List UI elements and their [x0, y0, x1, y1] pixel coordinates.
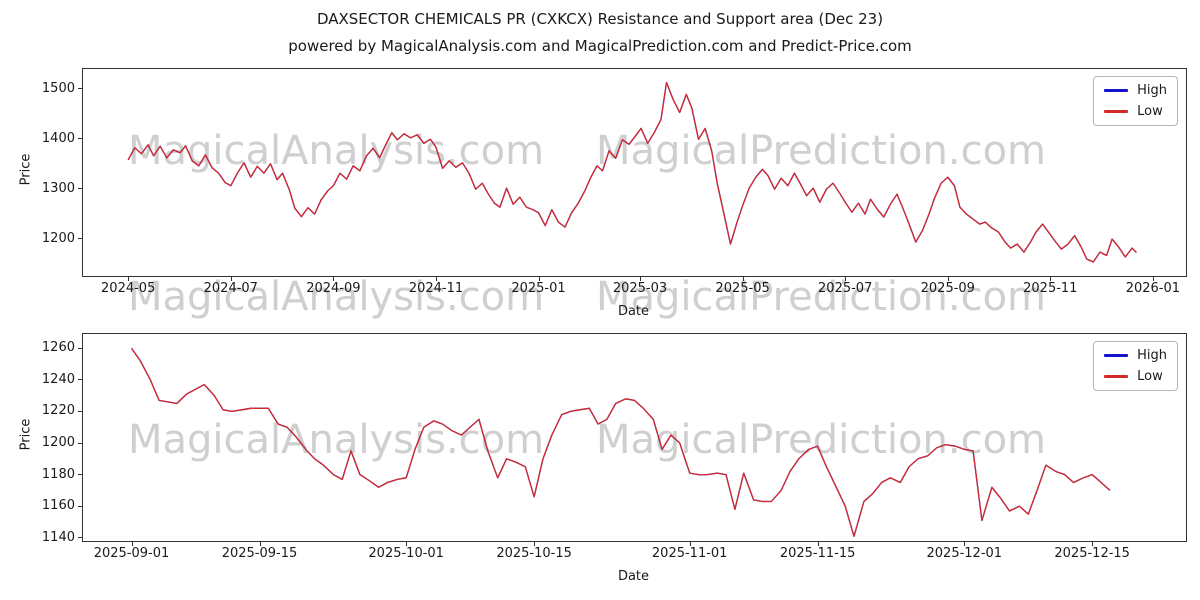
x-tick-mark — [689, 541, 691, 546]
legend-swatch — [1104, 110, 1129, 113]
plot-area-bottom: High Low 1140 1160 1180 1200 1220 1240 1260 2025… — [42, 333, 1187, 561]
x-tick-mark — [333, 276, 335, 281]
x-tick-mark — [817, 541, 819, 546]
x-tick-mark — [640, 276, 641, 281]
x-tick-label: 2025-09-15 — [221, 546, 298, 561]
y-tick-label: 1500 — [41, 80, 75, 96]
x-tick-label: 2025-07 — [818, 281, 873, 296]
y-tick-label: 1400 — [41, 130, 75, 146]
x-tick-mark — [406, 541, 408, 546]
x-tick-mark — [259, 541, 261, 546]
legend-swatch — [1104, 89, 1129, 92]
x-tick-label: 2025-03 — [612, 281, 668, 296]
x-tick-mark — [845, 276, 847, 281]
x-tick-mark — [742, 276, 744, 281]
x-tick-mark — [947, 276, 949, 281]
x-tick-label: 2024-05 — [101, 281, 156, 296]
legend-label: Low — [1137, 104, 1163, 119]
y-tick-mark — [78, 537, 83, 539]
x-tick-label: 2026-01 — [1125, 281, 1181, 296]
y-tick-label: 1140 — [41, 529, 75, 545]
x-tick-mark — [128, 276, 130, 281]
legend-label: High — [1137, 348, 1167, 363]
legend-item-high: High — [1104, 83, 1167, 98]
y-tick-mark — [78, 138, 83, 140]
x-tick-label: 2025-01 — [511, 281, 566, 296]
y-axis-label: Price — [18, 153, 34, 186]
legend-swatch — [1104, 354, 1129, 357]
x-tick-label: 2025-11-15 — [779, 546, 856, 561]
legend-swatch — [1104, 375, 1129, 378]
x-tick-label: 2025-10-15 — [496, 546, 572, 561]
legend-label: High — [1137, 83, 1167, 98]
x-tick-mark — [230, 276, 232, 281]
x-tick-mark — [538, 276, 540, 281]
y-tick-label: 1200 — [41, 435, 75, 451]
series-line-high — [127, 81, 1137, 263]
x-tick-mark — [1092, 541, 1094, 546]
figure-subtitle: powered by MagicalAnalysis.com and Magic… — [288, 37, 912, 55]
y-tick-label: 1240 — [41, 371, 75, 387]
y-tick-mark — [78, 88, 83, 90]
x-tick-label: 2024-07 — [203, 281, 258, 296]
x-tick-label: 2024-09 — [306, 281, 361, 296]
y-tick-mark — [78, 474, 83, 476]
series-line-low — [127, 81, 1137, 263]
x-tick-label: 2025-09-01 — [93, 546, 170, 561]
y-tick-mark — [78, 410, 83, 412]
x-tick-label: 2025-11 — [1023, 281, 1078, 296]
y-tick-label: 1260 — [41, 340, 75, 356]
x-tick-mark — [1152, 276, 1154, 281]
legend: High Low — [1093, 341, 1178, 391]
y-axis-label: Price — [18, 418, 34, 451]
x-axis-label: Date — [617, 569, 650, 584]
x-tick-mark — [1050, 276, 1052, 281]
y-tick-label: 1300 — [41, 180, 75, 196]
x-tick-label: 2024-11 — [408, 281, 464, 296]
y-tick-label: 1160 — [41, 498, 75, 514]
x-tick-mark — [964, 541, 966, 546]
series-line-low — [130, 347, 1111, 537]
y-tick-mark — [78, 379, 83, 381]
y-tick-mark — [78, 238, 83, 240]
x-tick-mark — [131, 541, 133, 546]
series-line-high — [130, 347, 1111, 537]
x-tick-mark — [534, 541, 536, 546]
x-tick-label: 2025-09 — [920, 281, 975, 296]
plot-canvas — [130, 347, 1111, 537]
x-tick-label: 2025-10-01 — [368, 546, 444, 561]
x-tick-label: 2025-12-15 — [1054, 546, 1130, 561]
x-tick-label: 2025-12-01 — [926, 546, 1003, 561]
y-tick-mark — [78, 505, 83, 507]
legend-item-low: Low — [1104, 104, 1167, 119]
x-tick-label: 2025-05 — [715, 281, 770, 296]
y-tick-label: 1220 — [41, 403, 75, 419]
x-axis-label: Date — [617, 304, 650, 319]
legend: High Low — [1093, 76, 1178, 126]
x-tick-mark — [436, 276, 437, 281]
y-tick-label: 1180 — [41, 466, 75, 482]
legend-item-low: Low — [1104, 369, 1167, 384]
legend-item-high: High — [1104, 348, 1167, 363]
y-tick-mark — [78, 188, 83, 190]
figure-title: DAXSECTOR CHEMICALS PR (CXKCX) Resistanc… — [316, 10, 884, 28]
y-tick-mark — [78, 442, 83, 444]
x-tick-label: 2025-11-01 — [651, 546, 728, 561]
legend-label: Low — [1137, 369, 1163, 384]
y-tick-label: 1200 — [41, 230, 75, 246]
plot-area-top: High Low 1200 1300 1400 1500 2024-05 2024-07 20… — [42, 68, 1187, 296]
y-tick-mark — [78, 347, 83, 349]
plot-canvas — [127, 81, 1137, 263]
